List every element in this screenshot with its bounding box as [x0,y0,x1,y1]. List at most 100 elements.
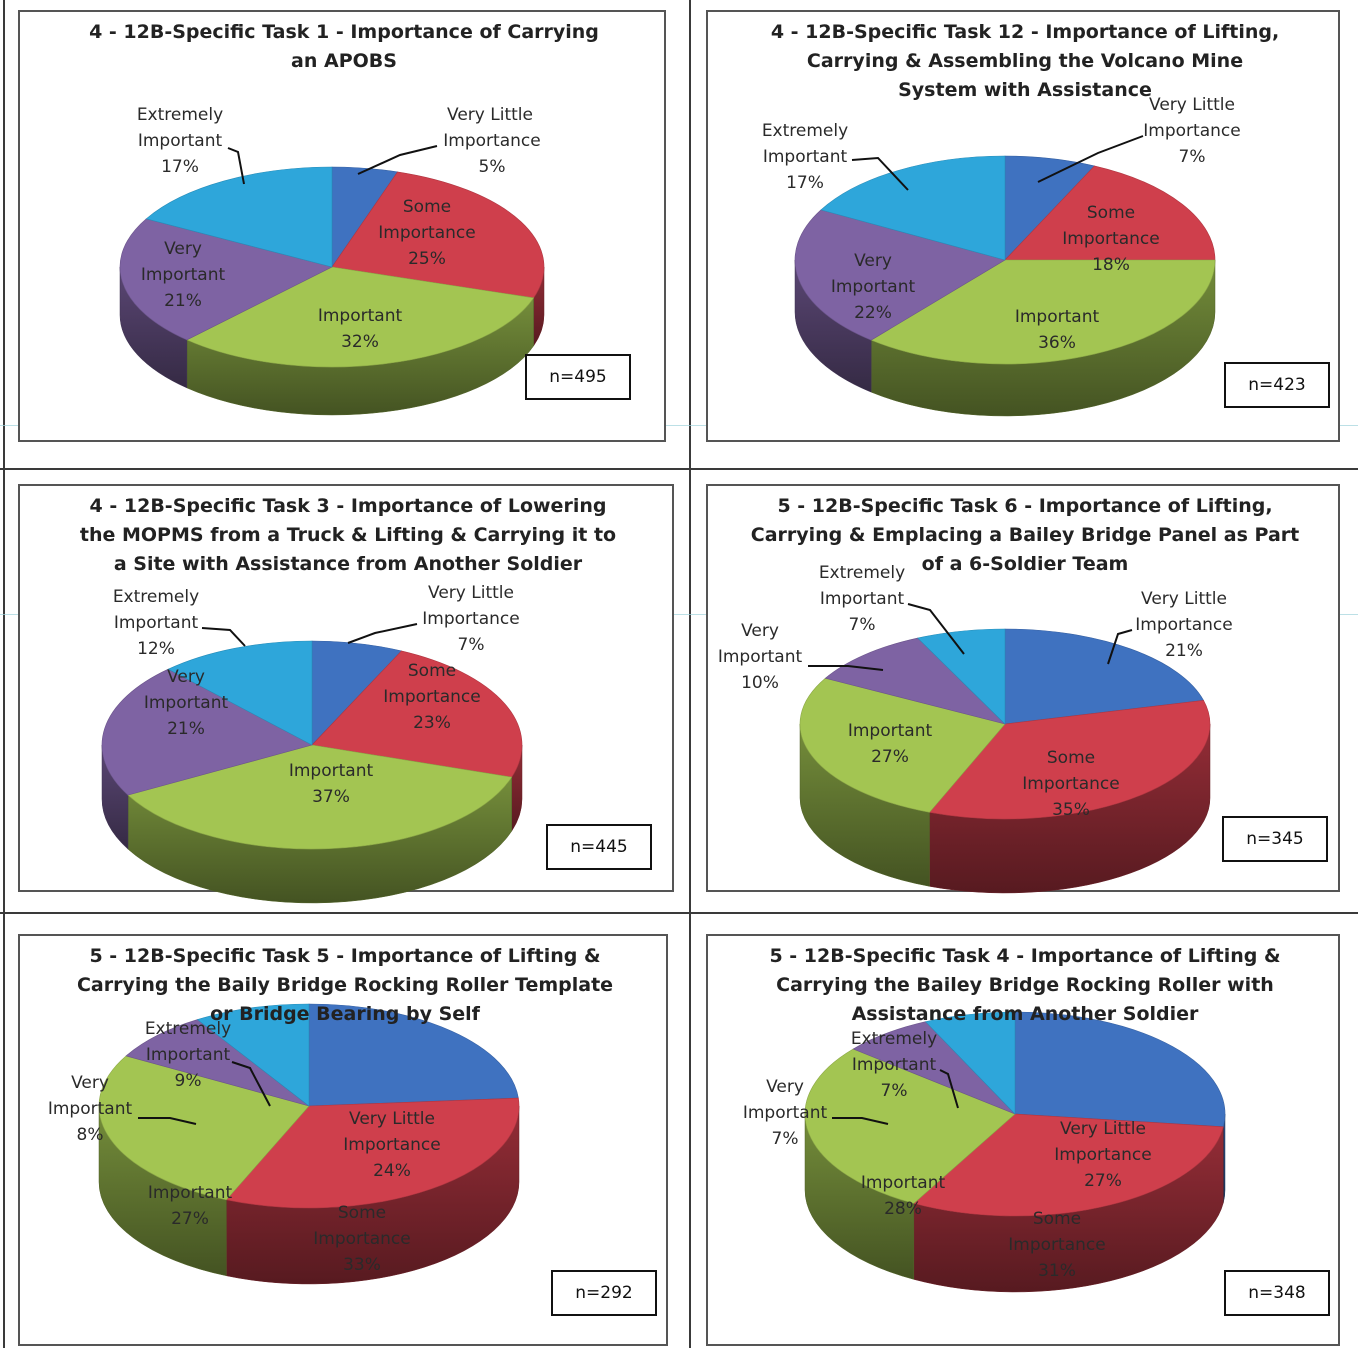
leader-line-extremely-important [231,1061,271,1107]
pie-slice-extremely-important [917,628,1006,725]
pie-slice-extremely-important [145,166,333,268]
leader-line-extremely-important [851,156,909,191]
slice-percent-very-little-importance: 7% [1179,147,1206,167]
leader-line-very-little-importance [1107,629,1133,665]
slice-label-important: Important [318,306,403,326]
chart-panel-2: Very Little Importance 7% Some Importance 18%… [706,10,1340,442]
pie-slice-very-important [101,668,313,796]
slice-label-extremely-important: Extremely [762,121,848,141]
page-divider-top [0,468,1358,470]
slice-percent-important: 36% [1038,333,1076,353]
pie-slice-very-important [794,209,1006,341]
page-divider-vertical [689,0,691,1348]
slice-percent-very-little-importance: 7% [458,635,485,655]
slice-label-very-little-importance: Importance [422,609,519,629]
chart-title: 4 - 12B-Specific Task 12 - Importance of… [770,21,1280,101]
pie-slice-very-little-importance [1004,628,1205,725]
slice-percent-very-little-importance: 24% [373,1161,411,1181]
pie-slice-extremely-important [167,640,313,746]
slice-label-very-important: Important [718,647,803,667]
pie-slice-extremely-important [820,155,1006,261]
sample-size-box: n=348 [1224,1270,1330,1316]
leader-line-very-important [832,1117,889,1125]
slice-label-very-important: Important [831,277,916,297]
pie-slice-very-important [824,637,1007,725]
slice-percent-very-little-importance: 5% [479,157,506,177]
slice-label-some-importance: Importance [313,1229,410,1249]
slice-percent-extremely-important: 12% [137,639,175,659]
slice-percent-important: 32% [341,332,379,352]
pie-slice-some-importance [928,700,1211,820]
slice-percent-extremely-important: 7% [849,615,876,635]
slice-label-some-importance: Importance [1022,774,1119,794]
slice-label-some-importance: Importance [383,687,480,707]
slice-label-very-little-importance: Importance [1143,121,1240,141]
pie-slice-some-importance [311,650,523,778]
slice-label-very-little-importance: Very Little [1149,95,1235,115]
slice-percent-extremely-important: 17% [786,173,824,193]
slice-percent-some-importance: 31% [1038,1261,1076,1281]
leader-line-very-important [138,1117,197,1125]
pie-slice-important [804,1048,1016,1204]
slice-percent-important: 37% [312,787,350,807]
slice-label-some-importance: Some [403,197,451,217]
chart-title: 4 - 12B-Specific Task 3 - Importance of … [79,495,617,575]
slice-label-very-important: Very [71,1073,109,1093]
slice-label-extremely-important: Important [820,589,905,609]
slice-label-very-important: Important [48,1099,133,1119]
leader-line-extremely-important [227,147,245,185]
slice-label-very-little-importance: Very Little [447,105,533,125]
slice-label-some-importance: Some [1033,1209,1081,1229]
slice-label-some-importance: Importance [1062,229,1159,249]
leader-line-very-important [808,665,884,671]
slice-label-very-important: Very [766,1077,804,1097]
slice-label-very-important: Important [144,693,229,713]
slice-percent-some-importance: 23% [413,713,451,733]
leader-line-extremely-important [939,1069,959,1109]
slice-label-extremely-important: Extremely [137,105,223,125]
slice-label-extremely-important: Extremely [145,1019,231,1039]
slice-percent-very-important: 7% [772,1129,799,1149]
slice-label-extremely-important: Important [138,131,223,151]
page-border-left [3,0,5,1348]
slice-percent-extremely-important: 17% [161,157,199,177]
sample-size-box: n=292 [551,1270,657,1316]
pie-slice-some-importance [913,1113,1224,1217]
slice-label-very-little-importance: Very Little [1141,589,1227,609]
pie-chart: Very Little Importance 7% Some Importance 18%… [762,95,1241,417]
slice-label-very-important: Very [854,251,892,271]
slice-label-very-little-importance: Very Little [1060,1119,1146,1139]
slice-label-important: Important [289,761,374,781]
pie-chart: Very Little Importance 27%Some Importance 31… [743,1011,1226,1293]
slice-label-very-little-importance: Importance [443,131,540,151]
slice-label-extremely-important: Extremely [113,587,199,607]
leader-line-extremely-important [907,603,965,655]
slice-percent-some-importance: 18% [1092,255,1130,275]
slice-percent-important: 28% [884,1199,922,1219]
pie-slice-important [870,259,1216,365]
chart-panel-4: Very Little Importance 21% Some Importance 35… [706,484,1340,894]
slice-label-very-important: Important [141,265,226,285]
slice-label-important: Important [1015,307,1100,327]
pie-slice-extremely-important [196,1003,310,1107]
pie-slice-important [799,677,1006,813]
pie-slice-some-importance [331,171,545,299]
pie-slice-very-important [125,1019,310,1107]
slice-label-very-little-importance: Very Little [349,1109,435,1129]
slice-percent-extremely-important: 7% [881,1081,908,1101]
scan-artifact-line [0,425,1358,426]
slice-percent-very-important: 10% [741,673,779,693]
chart-panel-3: Very Little Importance 7% Some Importance 23%… [18,484,674,904]
slice-label-extremely-important: Important [852,1055,937,1075]
sample-size-box: n=423 [1224,362,1330,408]
slice-label-extremely-important: Important [114,613,199,633]
pie-slice-very-important [119,218,333,341]
pie-slice-some-importance [1004,165,1216,261]
slice-percent-very-little-importance: 21% [1165,641,1203,661]
pie-slice-important [127,744,513,850]
chart-panel-6: Very Little Importance 27% Some Importance 31… [706,934,1340,1346]
pie-slice-important [186,266,535,368]
slice-label-very-little-importance: Very Little [428,583,514,603]
slice-label-very-little-importance: Importance [1054,1145,1151,1165]
slice-percent-important: 27% [871,747,909,767]
